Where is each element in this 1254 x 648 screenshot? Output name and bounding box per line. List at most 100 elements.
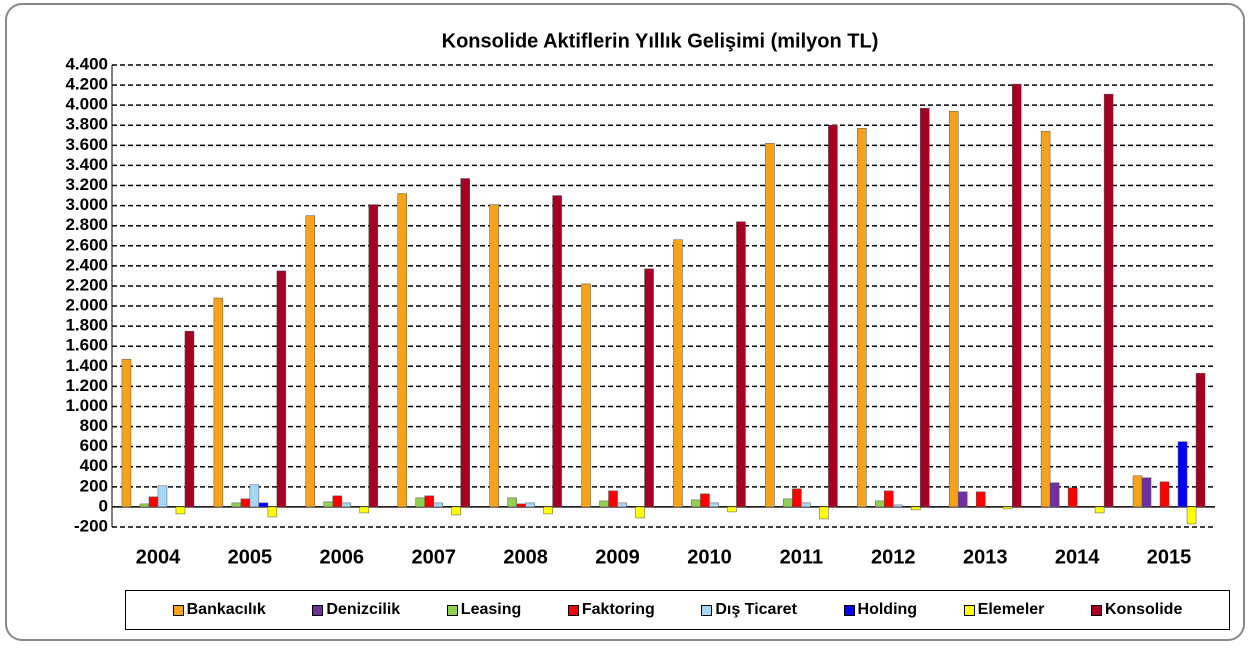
y-tick-label: 3.600	[65, 135, 108, 154]
bar	[700, 493, 710, 508]
y-tick-label: 3.800	[65, 115, 108, 134]
y-tick-label: 1.000	[65, 396, 108, 415]
y-tick-label: 3.400	[65, 155, 108, 174]
bar	[1186, 506, 1197, 525]
bar	[213, 297, 224, 508]
bar	[673, 239, 683, 508]
bar	[635, 506, 645, 519]
y-tick-label: 800	[80, 416, 108, 435]
bar	[1141, 477, 1152, 508]
bar	[451, 506, 461, 516]
legend-item: Holding	[843, 601, 918, 619]
bar	[424, 495, 434, 508]
legend-item: Bankacılık	[172, 601, 266, 619]
bar	[893, 504, 903, 508]
legend: Bankacılık Denizcilik Leasing Faktoring Dış …	[125, 590, 1230, 630]
bar	[525, 502, 535, 508]
legend-label: Konsolide	[1105, 601, 1183, 618]
legend-swatch	[963, 604, 975, 616]
bar	[552, 195, 562, 508]
legend-swatch	[312, 604, 324, 616]
bar	[175, 506, 186, 515]
legend-swatch	[567, 604, 579, 616]
bar	[608, 490, 618, 508]
bar	[957, 491, 968, 508]
bar	[736, 221, 746, 508]
x-tick-label: 2015	[1147, 546, 1192, 568]
legend-label: Leasing	[460, 601, 522, 618]
legend-label: Bankacılık	[186, 601, 266, 618]
bar	[489, 204, 499, 508]
bar	[507, 497, 517, 508]
legend-item: Leasing	[446, 601, 522, 619]
legend-item: Faktoring	[567, 601, 655, 619]
legend-label: Denizcilik	[326, 601, 401, 618]
x-tick-label: 2007	[411, 546, 456, 568]
y-tick-label: 2.200	[65, 275, 108, 294]
bar	[875, 500, 885, 508]
bar	[644, 268, 654, 508]
bar	[240, 498, 251, 508]
x-tick-label: 2008	[503, 546, 548, 568]
chart-frame	[5, 3, 1245, 641]
bar	[727, 506, 737, 513]
x-tick-label: 2005	[228, 546, 273, 568]
y-tick-label: 1.400	[65, 356, 108, 375]
y-tick-label: 400	[80, 456, 108, 475]
bar	[975, 491, 986, 508]
bar	[911, 506, 921, 511]
bar	[948, 110, 959, 508]
y-tick-label: -200	[74, 516, 108, 535]
y-tick-label: 2.400	[65, 255, 108, 274]
legend-item: Dış Ticaret	[701, 601, 797, 619]
bar	[397, 193, 407, 508]
bar	[765, 143, 775, 508]
bar	[920, 107, 930, 508]
bar	[231, 502, 242, 508]
bar	[359, 506, 370, 514]
bar	[258, 502, 269, 508]
bar	[157, 485, 168, 508]
bar	[368, 204, 379, 508]
y-tick-label: 2.800	[65, 215, 108, 234]
bar	[1011, 83, 1022, 508]
bar	[801, 502, 811, 508]
bar	[709, 502, 719, 508]
legend-swatch	[1091, 604, 1102, 616]
bar	[305, 215, 316, 508]
bar	[819, 506, 829, 520]
y-tick-label: 3.000	[65, 195, 108, 214]
bar	[828, 125, 838, 508]
bar	[184, 330, 195, 508]
bar	[139, 503, 150, 508]
legend-label: Dış Ticaret	[715, 601, 797, 618]
bar	[691, 499, 701, 508]
x-tick-label: 2011	[780, 546, 823, 568]
y-tick-label: 1.800	[65, 316, 108, 335]
legend-swatch	[701, 604, 713, 616]
y-tick-label: 2.600	[65, 235, 108, 254]
bar	[1067, 487, 1078, 508]
legend-label: Holding	[857, 601, 918, 618]
x-tick-label: 2006	[320, 546, 365, 568]
y-tick-label: 1.600	[65, 336, 108, 355]
y-tick-label: 4.000	[65, 95, 108, 114]
bar	[884, 490, 894, 508]
y-tick-label: 1.200	[65, 376, 108, 395]
bar	[249, 484, 260, 508]
bar	[857, 128, 867, 508]
bar	[617, 502, 627, 508]
bar	[1040, 131, 1051, 508]
legend-label: Elemeler	[977, 601, 1045, 618]
bar	[332, 495, 343, 508]
legend-swatch	[172, 604, 184, 616]
bar	[341, 502, 352, 508]
y-tick-label: 0	[99, 496, 108, 515]
legend-item: Denizcilik	[312, 601, 400, 619]
bar	[1159, 481, 1170, 508]
x-tick-label: 2014	[1055, 546, 1100, 568]
y-tick-label: 4.200	[65, 75, 108, 94]
bar	[1094, 506, 1105, 514]
